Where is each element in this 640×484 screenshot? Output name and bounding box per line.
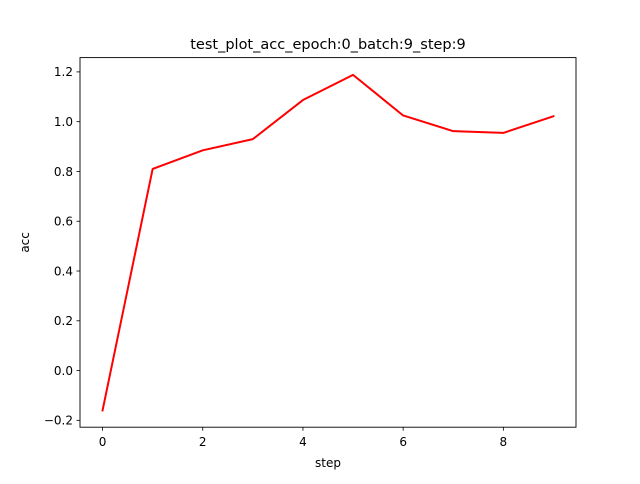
series-line (101, 73, 555, 412)
y-tick-label: −0.2 (44, 414, 73, 428)
y-tick-label: 0.0 (54, 364, 73, 378)
plot-area (101, 73, 555, 412)
x-tick-label: 4 (299, 435, 307, 449)
y-tick-label: 0.8 (54, 165, 73, 179)
x-tick-label: 2 (199, 435, 207, 449)
y-tick-label: 1.2 (54, 65, 73, 79)
y-axis-ticks: −0.2 0.0 0.2 0.4 0.6 0.8 1.0 1.2 (44, 65, 80, 428)
x-axis-label: step (315, 456, 341, 470)
y-tick-label: 0.2 (54, 314, 73, 328)
x-tick-label: 6 (399, 435, 407, 449)
y-tick-label: 1.0 (54, 115, 73, 129)
chart-title: test_plot_acc_epoch:0_batch:9_step:9 (190, 37, 466, 53)
x-tick-label: 0 (99, 435, 107, 449)
axes-frame (79, 57, 577, 428)
y-tick-label: 0.4 (54, 264, 73, 278)
x-axis-ticks: 0 2 4 6 8 (99, 427, 507, 449)
x-tick-label: 8 (500, 435, 508, 449)
y-tick-label: 0.6 (54, 215, 73, 229)
y-axis-label: acc (18, 232, 32, 253)
